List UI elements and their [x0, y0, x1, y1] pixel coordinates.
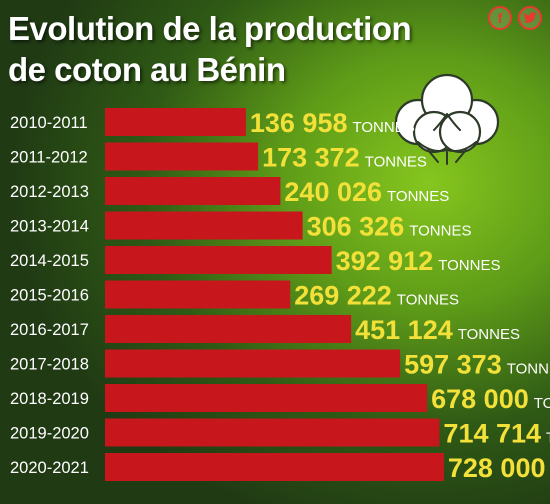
category-label: 2015-2016	[10, 287, 89, 305]
value-unit: TONNES	[546, 430, 550, 447]
value-unit: TONNES	[352, 119, 414, 136]
category-label: 2011-2012	[10, 149, 88, 167]
bar	[105, 246, 332, 274]
value-unit: TONNES	[438, 257, 500, 274]
bar	[105, 384, 428, 412]
value-number: 136 958	[250, 108, 348, 138]
value-unit: TONNES	[397, 292, 459, 309]
value-unit: TONNES	[409, 223, 471, 240]
value-number: 269 222	[294, 281, 392, 311]
category-label: 2014-2015	[10, 252, 89, 270]
value-label: 306 326 TONNES	[307, 212, 472, 242]
value-number: 678 000	[431, 384, 529, 414]
category-label: 2012-2013	[10, 183, 89, 201]
value-label: 728 000TONNES	[448, 453, 550, 483]
social-links: f	[488, 6, 542, 30]
value-label: 240 026 TONNES	[284, 177, 449, 207]
facebook-icon[interactable]: f	[488, 6, 512, 30]
title-line-1: Evolution de la production	[8, 10, 412, 47]
chart-title: Evolution de la production de coton au B…	[8, 8, 412, 90]
twitter-icon[interactable]	[518, 6, 542, 30]
value-unit: TONNES	[387, 188, 449, 205]
value-label: 678 000 TONNES	[431, 384, 550, 414]
bar	[105, 280, 291, 309]
title-line-2: de coton au Bénin	[8, 51, 286, 88]
value-unit: TONNES	[507, 361, 550, 378]
category-label: 2010-2011	[10, 114, 88, 132]
value-label: 269 222 TONNES	[294, 281, 459, 311]
value-number: 714 714	[443, 419, 541, 449]
value-label: 392 912 TONNES	[336, 246, 501, 276]
bar	[105, 108, 246, 136]
bar	[105, 418, 440, 447]
twitter-bird-glyph	[523, 12, 537, 24]
value-number: 597 373	[404, 350, 502, 380]
bar	[105, 453, 444, 481]
category-label: 2019-2020	[10, 425, 89, 443]
value-number: 451 124	[355, 315, 453, 345]
category-label: 2018-2019	[10, 390, 89, 408]
cotton-boll-icon	[394, 73, 500, 165]
value-label: 136 958 TONNES	[250, 108, 415, 138]
bar	[105, 142, 259, 171]
value-unit: TONNES	[534, 395, 550, 412]
value-number: 240 026	[284, 177, 382, 207]
bar	[105, 211, 303, 240]
bar	[105, 315, 352, 343]
value-label: 451 124 TONNES	[355, 315, 520, 345]
category-label: 2013-2014	[10, 218, 89, 236]
value-number: 173 372	[262, 143, 360, 173]
category-label: 2020-2021	[10, 459, 89, 477]
value-number: 306 326	[307, 212, 405, 242]
value-label: 597 373 TONNES	[404, 350, 550, 380]
value-unit: TONNES	[365, 154, 427, 171]
value-number: 728 000	[448, 453, 546, 483]
value-number: 392 912	[336, 246, 434, 276]
category-label: 2016-2017	[10, 321, 89, 339]
bar	[105, 177, 281, 205]
value-label: 714 714 TONNES	[443, 419, 550, 449]
value-unit: TONNES	[458, 326, 520, 343]
value-label: 173 372 TONNES	[262, 143, 427, 173]
bar	[105, 349, 401, 378]
category-label: 2017-2018	[10, 356, 89, 374]
